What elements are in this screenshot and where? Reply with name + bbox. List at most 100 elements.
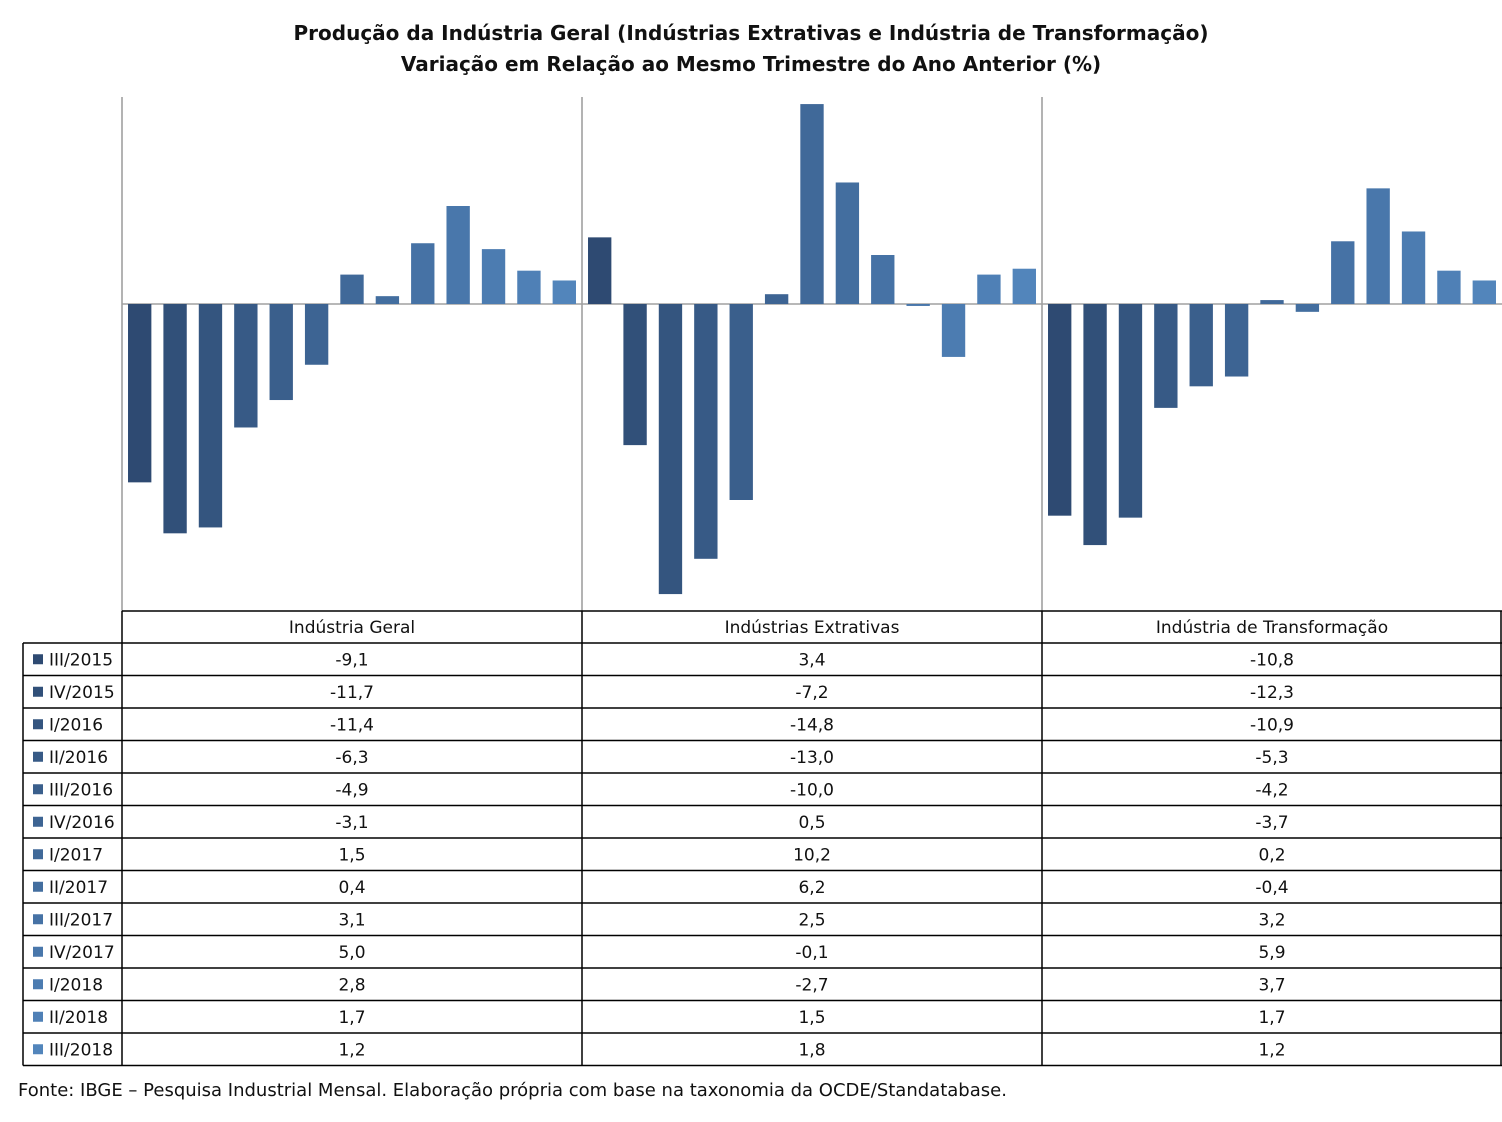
bar bbox=[588, 237, 612, 304]
data-label: 0,2 bbox=[1258, 845, 1285, 865]
data-label: 6,2 bbox=[798, 878, 825, 898]
bar bbox=[1118, 304, 1143, 518]
data-label: -4,2 bbox=[1255, 780, 1288, 800]
bar bbox=[764, 294, 789, 304]
bar bbox=[941, 304, 966, 357]
bar bbox=[1048, 304, 1072, 516]
bar bbox=[269, 304, 293, 401]
legend-label: II/2016 bbox=[49, 748, 108, 768]
legend-swatch bbox=[33, 654, 43, 665]
bar bbox=[198, 304, 223, 528]
bar bbox=[375, 296, 400, 304]
chart-title-block: Produção da Indústria Geral (Indústrias … bbox=[0, 18, 1502, 80]
bar bbox=[623, 304, 647, 446]
data-label: 3,2 bbox=[1258, 910, 1285, 930]
legend-swatch bbox=[33, 784, 43, 795]
category-label: Indústria de Transformação bbox=[1156, 618, 1388, 638]
legend-label: IV/2015 bbox=[49, 683, 115, 703]
data-label: -14,8 bbox=[790, 715, 834, 735]
data-label: -2,7 bbox=[795, 975, 828, 995]
bar bbox=[835, 182, 860, 304]
bar bbox=[1472, 280, 1496, 304]
legend-label: II/2018 bbox=[49, 1008, 108, 1028]
legend-label: I/2018 bbox=[49, 975, 103, 995]
bar bbox=[411, 243, 435, 304]
data-label: -0,1 bbox=[795, 943, 828, 963]
data-label: -3,7 bbox=[1255, 813, 1288, 833]
bar bbox=[517, 270, 541, 304]
bars bbox=[128, 104, 1496, 595]
data-label: -12,3 bbox=[1250, 683, 1294, 703]
legend-swatch bbox=[33, 719, 43, 730]
bar bbox=[1437, 270, 1461, 304]
bar bbox=[163, 304, 187, 534]
data-label: -10,0 bbox=[790, 780, 834, 800]
data-label: 1,2 bbox=[338, 1040, 365, 1060]
data-table: Indústria Geral Indústrias Extrativas Indú… bbox=[22, 610, 1502, 1067]
data-label: 1,5 bbox=[338, 845, 365, 865]
legend-label: IV/2016 bbox=[49, 813, 115, 833]
bar bbox=[1295, 304, 1320, 312]
data-label: 1,8 bbox=[798, 1040, 825, 1060]
legend-swatch bbox=[33, 1011, 43, 1022]
data-label: 3,1 bbox=[338, 910, 365, 930]
bar bbox=[906, 304, 930, 306]
data-label: -11,4 bbox=[330, 715, 374, 735]
bar bbox=[800, 104, 824, 304]
legend-label: IV/2017 bbox=[49, 943, 115, 963]
bar bbox=[304, 304, 329, 365]
data-label: 2,5 bbox=[798, 910, 825, 930]
data-label: -6,3 bbox=[335, 748, 368, 768]
data-label: 0,5 bbox=[798, 813, 825, 833]
bar bbox=[234, 304, 258, 428]
legend-label: III/2018 bbox=[49, 1040, 113, 1060]
data-label: -10,8 bbox=[1250, 650, 1294, 670]
bar bbox=[128, 304, 152, 483]
bar bbox=[446, 206, 470, 304]
data-label: 1,5 bbox=[798, 1008, 825, 1028]
data-label: 3,4 bbox=[798, 650, 825, 670]
bar bbox=[729, 304, 753, 500]
chart-title: Produção da Indústria Geral (Indústrias … bbox=[293, 21, 1209, 45]
data-label: 1,7 bbox=[338, 1008, 365, 1028]
legend-swatch bbox=[33, 946, 43, 957]
source-note: Fonte: IBGE – Pesquisa Industrial Mensal… bbox=[18, 1080, 1007, 1101]
data-label: 0,4 bbox=[338, 878, 365, 898]
bar bbox=[977, 274, 1001, 304]
data-label: 10,2 bbox=[793, 845, 831, 865]
data-label: -0,4 bbox=[1255, 878, 1288, 898]
chart-subtitle: Variação em Relação ao Mesmo Trimestre d… bbox=[400, 52, 1102, 76]
data-label: 3,7 bbox=[1258, 975, 1285, 995]
data-label: -9,1 bbox=[335, 650, 368, 670]
bar bbox=[1154, 304, 1178, 408]
bar bbox=[1083, 304, 1107, 546]
bar bbox=[1012, 268, 1036, 304]
bar bbox=[1366, 188, 1390, 304]
legend-label: III/2017 bbox=[49, 910, 113, 930]
bar bbox=[1331, 241, 1355, 304]
bar bbox=[1224, 304, 1249, 377]
data-label: -4,9 bbox=[335, 780, 368, 800]
data-label: -7,2 bbox=[795, 683, 828, 703]
legend-swatch bbox=[33, 914, 43, 925]
data-label: -10,9 bbox=[1250, 715, 1294, 735]
bar bbox=[552, 280, 576, 304]
category-label: Indústrias Extrativas bbox=[725, 618, 900, 638]
data-label: -11,7 bbox=[330, 683, 374, 703]
data-label: 5,0 bbox=[338, 943, 365, 963]
legend-swatch bbox=[33, 881, 43, 892]
legend-swatch bbox=[33, 751, 43, 762]
bar bbox=[871, 255, 895, 304]
legend-label: III/2015 bbox=[49, 650, 113, 670]
bar bbox=[481, 249, 506, 304]
data-label: -13,0 bbox=[790, 748, 834, 768]
bar bbox=[1260, 300, 1284, 304]
legend-swatch bbox=[33, 979, 43, 990]
data-label: 5,9 bbox=[1258, 943, 1285, 963]
data-label: -5,3 bbox=[1255, 748, 1288, 768]
legend-label: III/2016 bbox=[49, 780, 113, 800]
data-label: 1,2 bbox=[1258, 1040, 1285, 1060]
data-label: -3,1 bbox=[335, 813, 368, 833]
bar bbox=[694, 304, 718, 559]
